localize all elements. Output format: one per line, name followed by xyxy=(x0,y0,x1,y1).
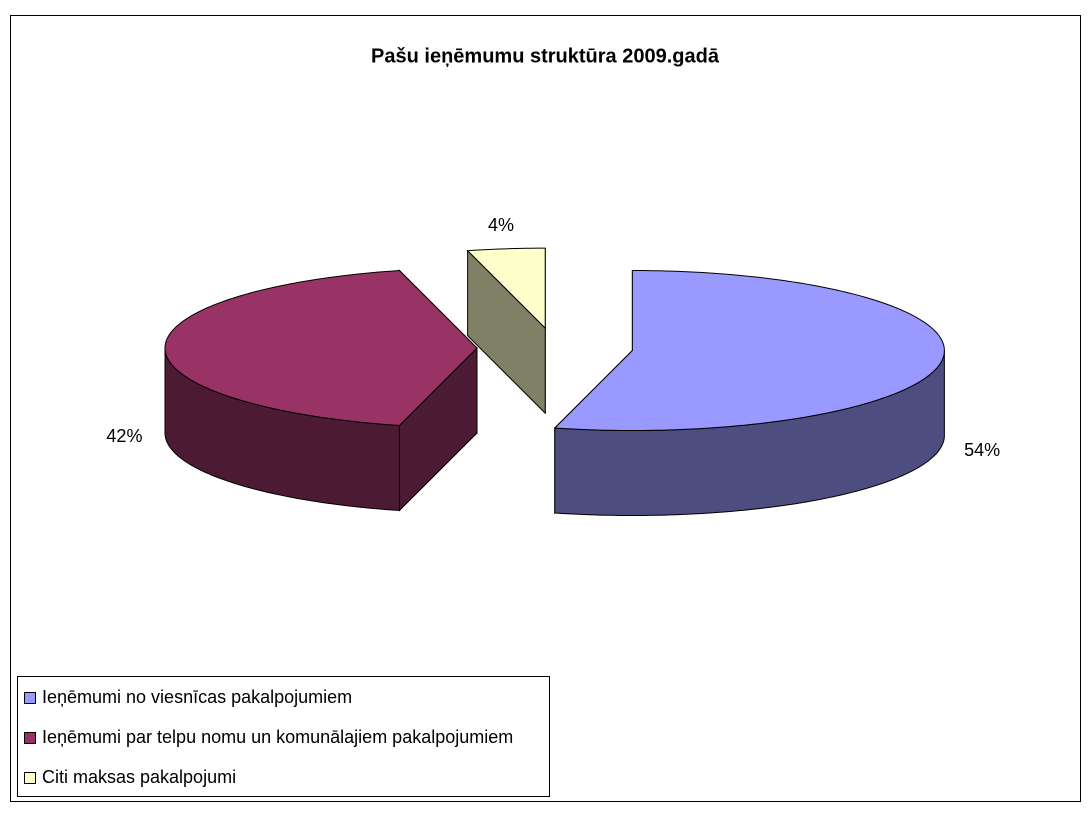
legend-label: Ieņēmumi par telpu nomu un komunālajiem … xyxy=(42,727,513,747)
pie-slice xyxy=(466,247,546,415)
data-label: 54% xyxy=(964,440,1000,460)
pie: 54% 42% 4% xyxy=(106,215,1000,517)
legend-label: Ieņēmumi no viesnīcas pakalpojumiem xyxy=(42,687,352,707)
legend-label: Citi maksas pakalpojumi xyxy=(42,767,236,787)
slice-top xyxy=(164,269,478,427)
data-label: 4% xyxy=(488,215,514,235)
pie-slice xyxy=(164,269,478,512)
data-label: 42% xyxy=(106,426,142,446)
slice-top xyxy=(466,247,546,330)
legend-box xyxy=(17,676,550,797)
legend-swatch xyxy=(24,772,36,784)
chart-title: Pašu ieņēmumu struktūra 2009.gadā xyxy=(371,45,720,67)
pie-slice xyxy=(553,270,945,517)
legend-swatch xyxy=(24,692,36,704)
legend: Ieņēmumi no viesnīcas pakalpojumiem Ieņēm… xyxy=(17,676,550,797)
slice-top xyxy=(553,270,945,432)
legend-swatch xyxy=(24,732,36,744)
